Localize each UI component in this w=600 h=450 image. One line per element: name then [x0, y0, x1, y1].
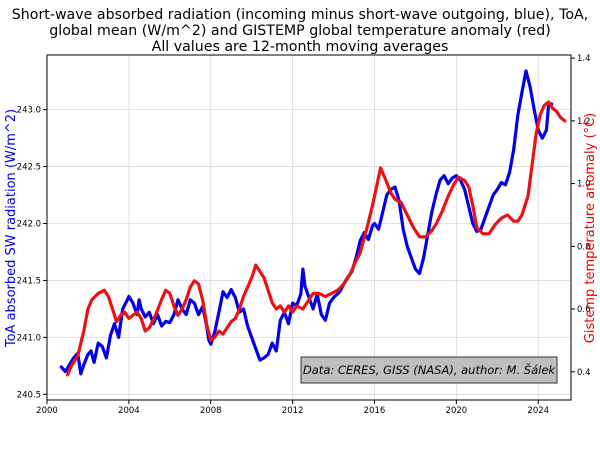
y-right-tick-label: 0.6: [577, 305, 591, 315]
x-tick-label: 2012: [282, 406, 304, 416]
x-tick-label: 2000: [36, 406, 58, 416]
sw-radiation-line: [59, 69, 554, 376]
chart-title: Short-wave absorbed radiation (incoming …: [12, 7, 588, 55]
y-left-tick-label: 242.0: [17, 220, 41, 230]
y-left-tick-label: 243.0: [17, 106, 41, 116]
y-right-tick-label: 0.4: [577, 368, 591, 378]
chart-title-line-1: Short-wave absorbed radiation (incoming …: [12, 7, 588, 23]
chart-title-line-3: All values are 12-month moving averages: [152, 39, 449, 55]
x-tick-label: 2008: [200, 406, 222, 416]
y-right-tick-label: 1.4: [577, 54, 591, 64]
y-left-tick-label: 241.5: [17, 276, 41, 286]
y-right-tick-label: 1.0: [577, 180, 591, 190]
x-tick-label: 2020: [446, 406, 468, 416]
x-tick-label: 2016: [364, 406, 386, 416]
y-left-tick-label: 241.0: [17, 333, 41, 343]
y-left-tick-label: 242.5: [17, 163, 41, 173]
temperature-anomaly-line: [65, 100, 567, 377]
y-right-tick-label: 1.2: [577, 117, 591, 127]
annotation-background: [300, 356, 558, 384]
grid: [46, 55, 571, 400]
annotation-text: Data: CERES, GISS (NASA), author: M. Šál…: [303, 362, 556, 377]
y-axis-left-label: ToA absorbed SW radiation (W/m^2): [4, 109, 19, 348]
series-group: [59, 69, 567, 377]
plot-frame: [46, 54, 572, 401]
y-axis-right-label: Gistemp temperature anomaly (°C): [583, 113, 598, 343]
annotation-box: Data: CERES, GISS (NASA), author: M. Šál…: [300, 356, 558, 384]
chart-title-line-2: global mean (W/m^2) and GISTEMP global t…: [49, 23, 551, 39]
x-tick-label: 2004: [118, 406, 140, 416]
x-tick-label: 2024: [527, 406, 549, 416]
y-left-tick-label: 240.5: [17, 390, 41, 400]
ticks-group: 2000 2004 2008 2012 2016 2020 2024 240.5 241.0 24…: [17, 54, 591, 416]
y-right-tick-label: 0.8: [577, 242, 591, 252]
